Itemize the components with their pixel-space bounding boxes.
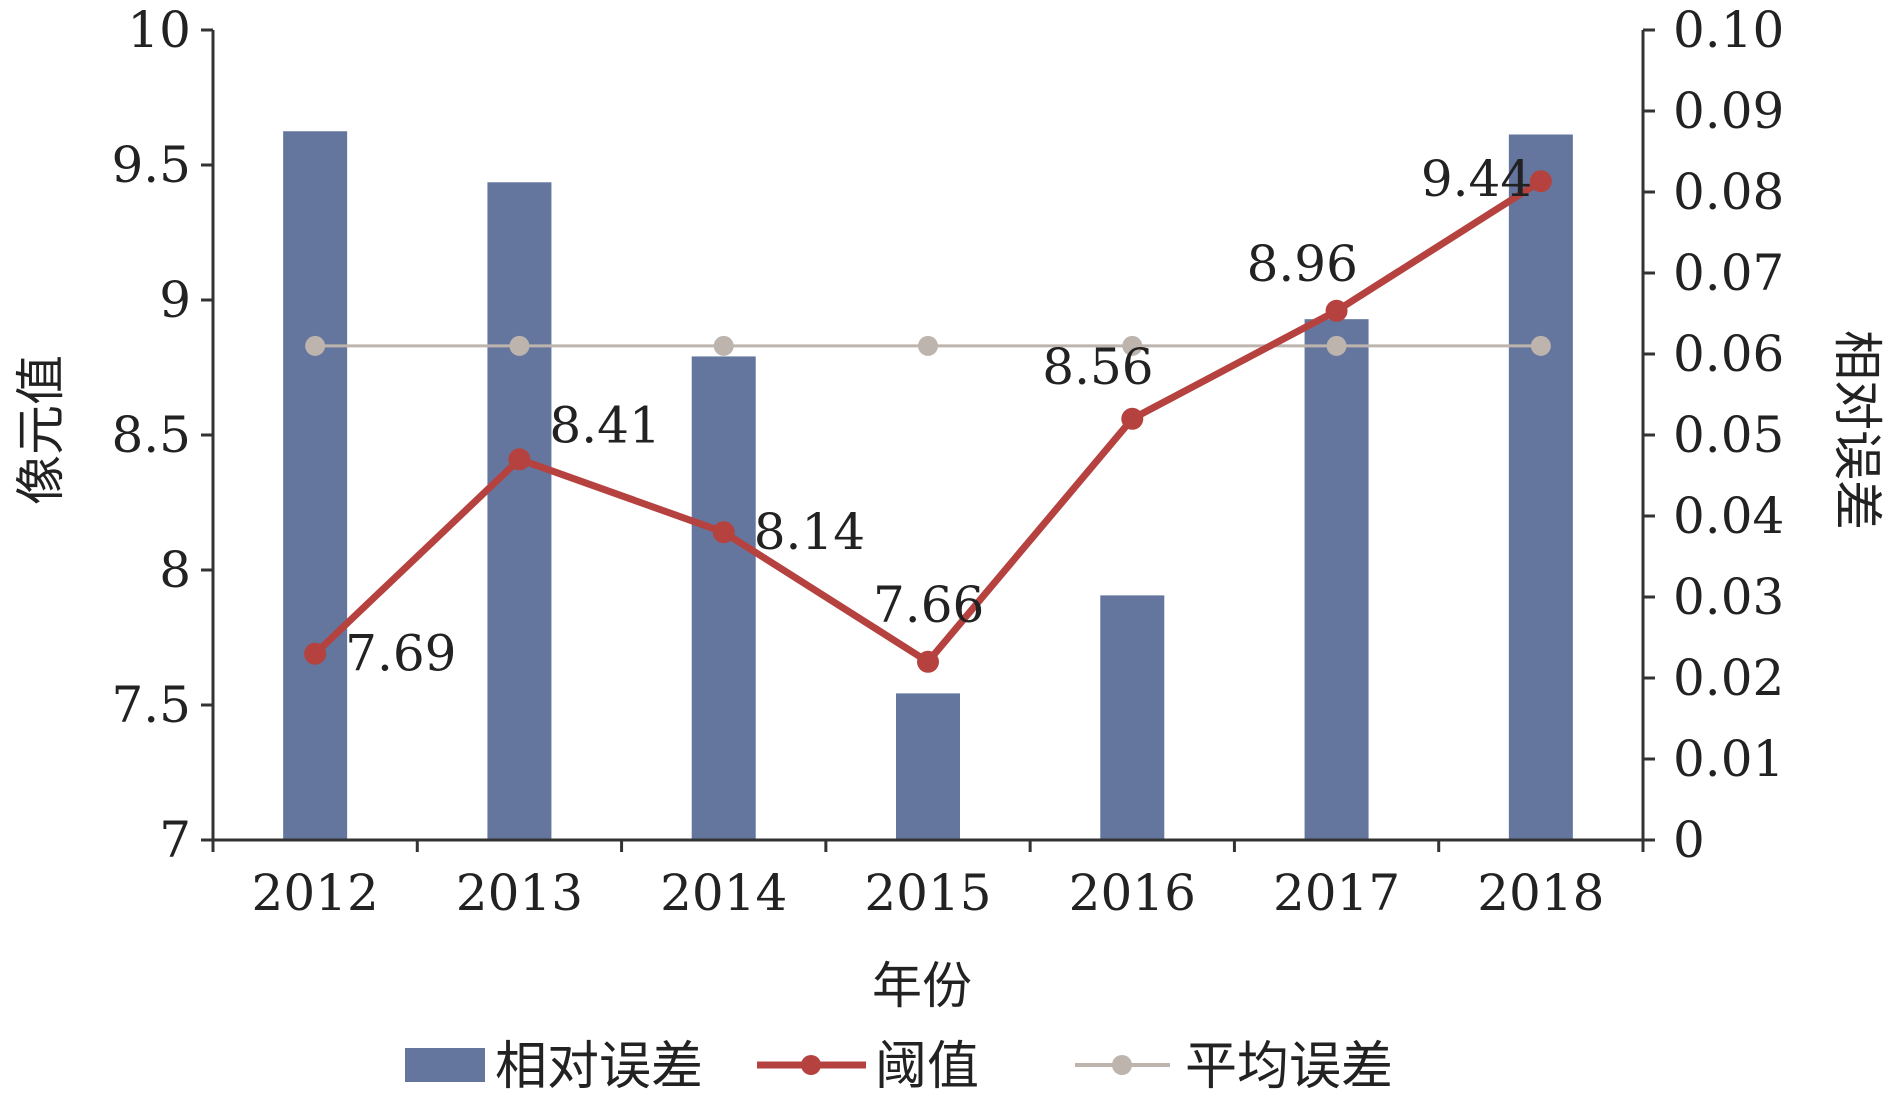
x-tick-label: 2015 xyxy=(864,864,991,922)
legend-swatch-relative-error xyxy=(405,1048,485,1082)
y-right-tick-label: 0.02 xyxy=(1673,649,1784,707)
y-right-tick-label: 0.01 xyxy=(1673,730,1784,788)
threshold-data-label: 8.96 xyxy=(1247,235,1358,293)
y-right-tick-label: 0.09 xyxy=(1673,82,1784,140)
average-error-point-2016 xyxy=(1122,335,1143,356)
average-error-point-2014 xyxy=(713,335,734,356)
y-right-tick-label: 0.06 xyxy=(1673,325,1784,383)
x-tick-label: 2014 xyxy=(660,864,787,922)
threshold-data-label: 7.69 xyxy=(345,625,456,683)
x-tick-label: 2016 xyxy=(1069,864,1196,922)
bar-2017 xyxy=(1304,319,1369,840)
bar-2014 xyxy=(691,356,756,840)
y-left-tick-label: 9 xyxy=(159,271,191,329)
x-tick-label: 2018 xyxy=(1477,864,1604,922)
y-left-tick-label: 7 xyxy=(159,811,191,869)
y-left-tick-label: 10 xyxy=(127,1,191,59)
legend-label-relative-error: 相对误差 xyxy=(495,1037,703,1097)
threshold-data-label: 9.44 xyxy=(1421,150,1532,208)
legend-label-average-error: 平均误差 xyxy=(1185,1037,1393,1097)
y-right-tick-label: 0.08 xyxy=(1673,163,1784,221)
threshold-point-2015 xyxy=(917,650,939,673)
y-right-tick-label: 0.05 xyxy=(1673,406,1784,464)
legend-marker-average-error xyxy=(1112,1055,1132,1075)
x-axis-title: 年份 xyxy=(872,957,972,1015)
bar-2015 xyxy=(896,693,960,840)
legend-label-threshold: 阈值 xyxy=(875,1037,979,1097)
threshold-point-2016 xyxy=(1121,407,1144,430)
threshold-point-2018 xyxy=(1529,170,1552,193)
y-left-tick-label: 9.5 xyxy=(111,136,191,194)
average-error-point-2018 xyxy=(1530,335,1551,356)
threshold-point-2013 xyxy=(508,448,531,471)
bar-series-group xyxy=(283,131,1573,841)
bar-2018 xyxy=(1508,134,1573,841)
x-tick-label: 2017 xyxy=(1273,864,1400,922)
average-error-point-2017 xyxy=(1326,335,1347,356)
x-tick-label: 2012 xyxy=(252,864,379,922)
y-left-axis-title: 像元值 xyxy=(12,355,70,505)
bar-2013 xyxy=(487,182,552,840)
threshold-data-label: 8.41 xyxy=(549,396,660,454)
x-tick-label: 2013 xyxy=(456,864,583,922)
y-right-axis-title: 相对误差 xyxy=(1828,330,1886,530)
average-error-point-2015 xyxy=(918,335,938,356)
y-right-tick-label: 0 xyxy=(1673,811,1705,869)
y-right-tick-label: 0.03 xyxy=(1673,568,1784,626)
data-labels-group: 7.69 8.41 8.147.66 8.56 8.96 9.44 xyxy=(345,150,1532,683)
threshold-data-label: 8.14 xyxy=(754,503,865,561)
bar-2016 xyxy=(1100,595,1165,840)
bar-2012 xyxy=(283,131,348,840)
axes-group: 7 7.5 8 8.5 9 9.5 10 0 0.01 0.02 0.03 0.04 0.05 0.06 0… xyxy=(111,1,1784,922)
threshold-point-2014 xyxy=(712,521,735,544)
y-right-tick-label: 0.10 xyxy=(1673,1,1784,59)
y-right-tick-label: 0.07 xyxy=(1673,244,1784,302)
y-right-tick-label: 0.04 xyxy=(1673,487,1784,545)
legend-marker-threshold xyxy=(801,1055,821,1075)
line-series-group xyxy=(304,170,1552,673)
y-left-tick-label: 8 xyxy=(159,541,191,599)
y-left-tick-label: 7.5 xyxy=(111,676,191,734)
threshold-point-2012 xyxy=(304,642,327,665)
average-error-point-2012 xyxy=(305,335,326,356)
threshold-data-label: 7.66 xyxy=(873,576,984,634)
threshold-point-2017 xyxy=(1325,299,1348,322)
average-error-point-2013 xyxy=(509,335,530,356)
legend: 相对误差 阈值 平均误差 xyxy=(405,1037,1393,1097)
threshold-data-label: 8.56 xyxy=(1042,338,1153,396)
y-left-tick-label: 8.5 xyxy=(111,406,191,464)
